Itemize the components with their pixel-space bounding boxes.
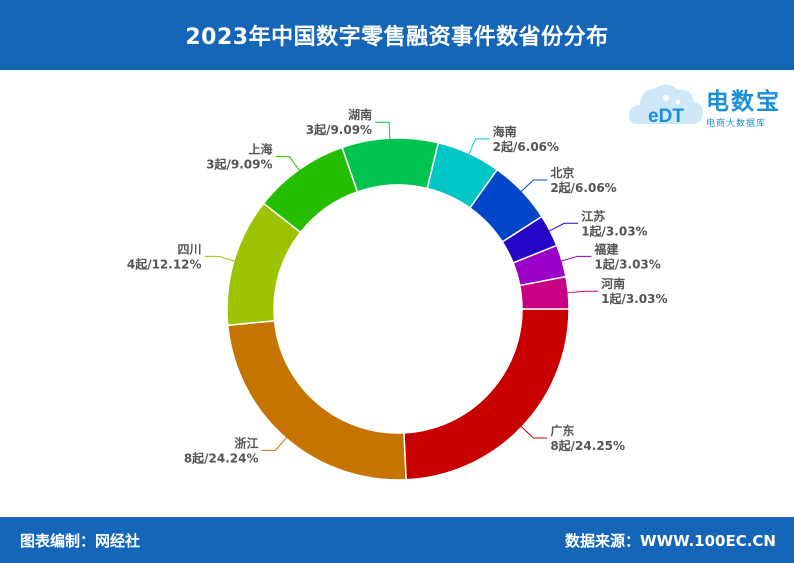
- slice-label-name: 浙江: [235, 435, 259, 450]
- logo-text: 电数宝: [706, 89, 781, 115]
- slice-label-value: 1起/3.03%: [581, 223, 647, 238]
- slice-label-value: 2起/6.06%: [493, 139, 559, 154]
- slice-label-value: 8起/24.25%: [550, 438, 625, 453]
- slice-0: [403, 308, 570, 481]
- leader-line-6: [519, 179, 548, 193]
- slice-label-name: 福建: [593, 241, 619, 256]
- leader-line-3: [275, 156, 301, 172]
- slice-label-name: 海南: [493, 124, 517, 139]
- slice-label-name: 河南: [600, 276, 625, 291]
- slice-label-value: 3起/9.09%: [306, 122, 372, 137]
- donut-slices: [226, 137, 570, 481]
- leader-line-8: [560, 255, 592, 262]
- leader-lines: [204, 121, 599, 451]
- slice-label-value: 1起/3.03%: [594, 256, 660, 271]
- leader-line-5: [467, 138, 490, 156]
- slice-label-name: 江苏: [581, 208, 605, 223]
- leader-line-7: [547, 222, 579, 233]
- slice-label-value: 2起/6.06%: [550, 180, 616, 195]
- slice-9: [518, 275, 570, 310]
- slice-label-value: 8起/24.24%: [184, 450, 259, 465]
- logo-subtitle: 电商大数据库: [706, 119, 767, 129]
- slice-labels: 广东8起/24.25%浙江8起/24.24%四川4起/12.12%上海3起/9.…: [127, 107, 668, 465]
- slice-label-value: 3起/9.09%: [206, 157, 272, 172]
- donut-chart: 广东8起/24.25%浙江8起/24.24%四川4起/12.12%上海3起/9.…: [127, 107, 668, 481]
- slice-label-name: 上海: [249, 142, 273, 157]
- footer-editor: 图表编制：网经社: [20, 532, 141, 550]
- leader-line-9: [566, 290, 599, 294]
- footer-bar: 图表编制：网经社 数据来源：WWW.100EC.CN: [0, 517, 794, 563]
- slice-label-name: 四川: [178, 242, 202, 256]
- brand-logo: eDT 电数宝 电商大数据库: [626, 76, 792, 134]
- slice-label-name: 北京: [550, 165, 574, 180]
- slice-label-value: 1起/3.03%: [601, 291, 667, 306]
- slice-4: [341, 137, 440, 193]
- cloud-icon: eDT: [628, 84, 704, 127]
- slice-label-name: 湖南: [348, 107, 372, 122]
- footer-source: 数据来源：WWW.100EC.CN: [565, 532, 776, 550]
- leader-line-2: [204, 255, 236, 262]
- leader-line-1: [261, 436, 288, 451]
- leader-line-0: [519, 425, 548, 439]
- chart-title: 2023年中国数字零售融资事件数省份分布: [0, 0, 794, 70]
- logo-mark: eDT: [648, 106, 684, 127]
- slice-label-name: 广东: [550, 423, 574, 438]
- slice-label-value: 4起/12.12%: [127, 256, 202, 271]
- leader-line-4: [375, 121, 391, 141]
